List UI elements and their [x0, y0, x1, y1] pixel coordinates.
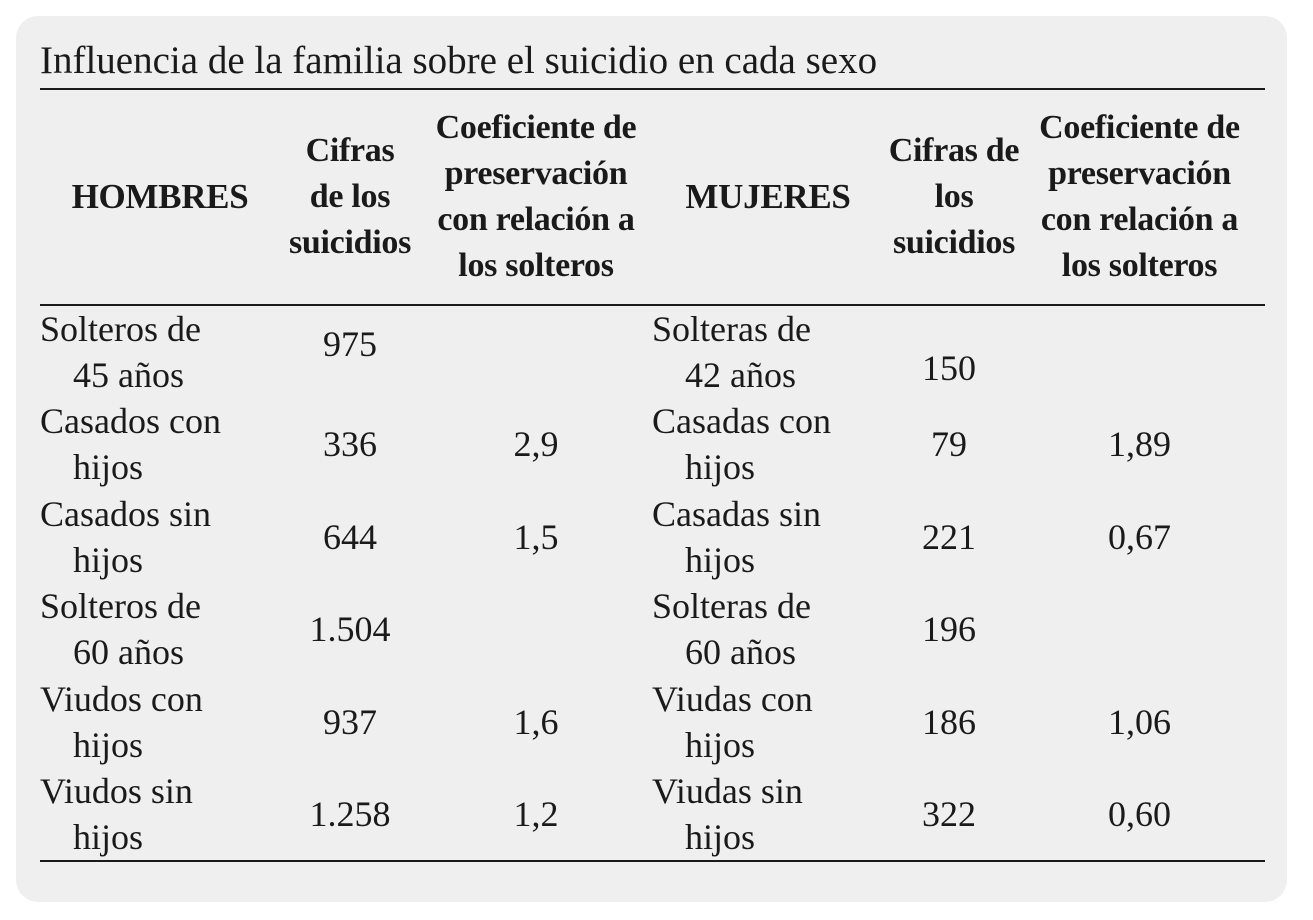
row-label-hombres: Casados sin hijos — [40, 493, 211, 580]
row-label-hombres: Casados con hijos — [40, 401, 221, 488]
coef-mujeres: 0,67 — [1108, 516, 1171, 557]
table-row: Viudos con hijos 937 1,6 Viudas con hijos … — [40, 676, 1265, 769]
cifra-hombres: 975 — [323, 324, 377, 364]
coef-hombres — [420, 583, 652, 676]
coef-hombres: 1,2 — [420, 768, 652, 862]
cifra-mujeres: 186 — [922, 701, 976, 742]
row-label-mujeres: Solteras de 60 años — [652, 586, 811, 673]
header-mujeres: MUJERES — [652, 88, 884, 306]
row-label-hombres: Viudos sin hijos — [40, 768, 280, 862]
table-row: Casados con hijos 336 2,9 Casadas con hijo… — [40, 398, 1265, 491]
coef-mujeres — [1014, 305, 1265, 398]
coef-hombres — [420, 305, 652, 398]
coef-mujeres: 1,89 — [1108, 424, 1171, 465]
table-row: Solteros de 45 años 975 Solteras de 42 año… — [40, 305, 1265, 398]
coef-mujeres — [1014, 583, 1265, 676]
cifra-mujeres: 322 — [884, 768, 1014, 862]
cifra-hombres: 644 — [323, 516, 377, 557]
table-row: Solteros de 60 años 1.504 Solteras de 60 a… — [40, 583, 1265, 676]
coef-mujeres: 1,06 — [1108, 701, 1171, 742]
coef-hombres: 2,9 — [513, 424, 559, 465]
row-label-mujeres: Viudas sin hijos — [652, 768, 884, 862]
cifra-mujeres: 79 — [931, 424, 967, 465]
header-coef-mujeres: Coeficiente de preservación con relación… — [1014, 88, 1265, 306]
cifra-hombres: 1.258 — [280, 768, 420, 862]
cifra-hombres: 1.504 — [309, 609, 391, 650]
row-label-mujeres: Casadas sin hijos — [652, 493, 821, 580]
coef-hombres: 1,6 — [513, 701, 559, 742]
row-label-hombres: Solteros de 45 años — [40, 309, 201, 395]
header-cifras-hombres: Cifras de los suicidios — [280, 88, 420, 306]
row-label-hombres: Viudos con hijos — [40, 678, 203, 765]
coef-mujeres: 0,60 — [1014, 768, 1265, 862]
row-label-mujeres: Viudas con hijos — [652, 678, 813, 765]
row-label-mujeres: Solteras de 42 años — [652, 309, 811, 395]
header-row: HOMBRES Cifras de los suicidios Coeficie… — [40, 88, 1265, 306]
cifra-mujeres: 196 — [922, 609, 976, 650]
row-label-mujeres: Casadas con hijos — [652, 401, 831, 488]
row-label-hombres: Solteros de 60 años — [40, 586, 201, 673]
table-row: Casados sin hijos 644 1,5 Casadas sin hijo… — [40, 491, 1265, 584]
header-coef-hombres: Coeficiente de preservación con relación… — [420, 88, 652, 306]
suicide-family-table: HOMBRES Cifras de los suicidios Coeficie… — [40, 88, 1265, 862]
cifra-mujeres: 221 — [922, 516, 976, 557]
table-title: Influencia de la familia sobre el suicid… — [40, 39, 878, 82]
cifra-hombres: 937 — [323, 701, 377, 742]
coef-hombres: 1,5 — [513, 516, 559, 557]
cifra-mujeres: 150 — [922, 348, 976, 388]
header-hombres: HOMBRES — [40, 88, 280, 306]
table-row: Viudos sin hijos 1.258 1,2 Viudas sin hijo… — [40, 768, 1265, 862]
cifra-hombres: 336 — [323, 424, 377, 465]
header-cifras-mujeres: Cifras de los suicidios — [884, 88, 1020, 306]
